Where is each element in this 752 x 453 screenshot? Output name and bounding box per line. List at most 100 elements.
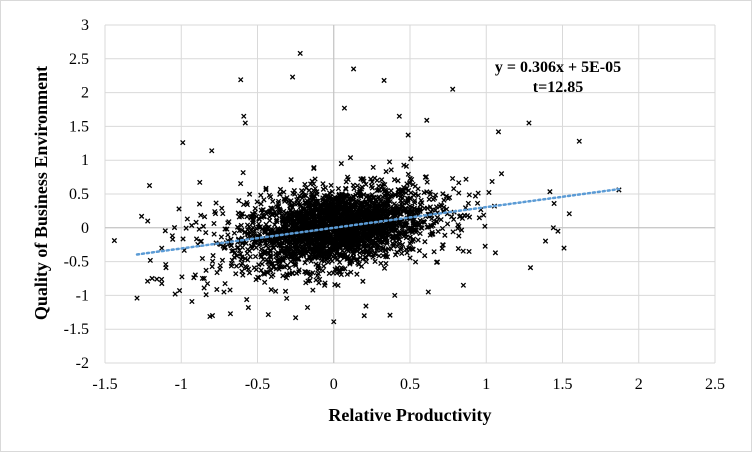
data-point bbox=[287, 245, 293, 252]
data-point bbox=[354, 236, 360, 242]
data-point bbox=[460, 282, 467, 288]
data-point bbox=[224, 226, 230, 232]
data-point bbox=[228, 260, 235, 267]
data-point bbox=[193, 219, 199, 225]
data-point bbox=[332, 282, 338, 288]
data-point bbox=[376, 214, 383, 221]
data-point bbox=[384, 226, 390, 232]
data-point bbox=[440, 242, 446, 248]
data-point bbox=[323, 214, 329, 220]
data-point bbox=[542, 238, 549, 244]
data-point bbox=[342, 185, 349, 192]
data-point bbox=[399, 250, 405, 257]
data-point bbox=[241, 113, 247, 119]
data-point bbox=[249, 211, 256, 217]
data-point bbox=[432, 195, 438, 201]
data-point bbox=[295, 256, 302, 262]
data-point bbox=[387, 204, 393, 211]
data-point bbox=[282, 288, 289, 294]
data-point bbox=[249, 220, 256, 226]
data-point bbox=[268, 255, 274, 261]
data-point bbox=[302, 181, 308, 188]
data-point bbox=[234, 253, 240, 259]
data-point bbox=[328, 221, 334, 228]
data-point bbox=[209, 148, 215, 154]
data-point bbox=[184, 216, 191, 222]
data-point bbox=[449, 214, 455, 220]
data-point bbox=[256, 275, 262, 281]
data-point bbox=[289, 209, 295, 216]
data-point bbox=[390, 235, 397, 242]
data-point bbox=[281, 248, 287, 254]
data-point bbox=[407, 228, 413, 234]
data-point bbox=[405, 171, 412, 177]
data-point bbox=[234, 224, 241, 230]
data-point bbox=[199, 255, 206, 262]
data-point bbox=[449, 175, 456, 182]
data-point bbox=[288, 177, 294, 183]
data-point bbox=[425, 289, 431, 295]
data-point bbox=[386, 159, 393, 165]
y-tick-label: 3 bbox=[81, 17, 89, 34]
data-point bbox=[254, 199, 260, 205]
data-point bbox=[222, 280, 228, 287]
data-point bbox=[396, 232, 403, 238]
data-point bbox=[138, 213, 145, 219]
data-point bbox=[352, 214, 358, 220]
data-point bbox=[282, 227, 288, 233]
data-point bbox=[244, 222, 251, 228]
data-point bbox=[307, 270, 313, 277]
data-point bbox=[176, 287, 183, 294]
data-point bbox=[320, 268, 326, 274]
data-point bbox=[561, 245, 567, 251]
data-point bbox=[346, 245, 352, 251]
data-point bbox=[243, 240, 249, 247]
data-point bbox=[351, 219, 358, 225]
data-point bbox=[424, 179, 430, 185]
data-point bbox=[361, 313, 367, 319]
x-axis-title: Relative Productivity bbox=[328, 405, 491, 425]
data-point bbox=[368, 213, 374, 220]
data-point bbox=[238, 256, 244, 262]
data-point bbox=[404, 200, 410, 206]
data-point bbox=[434, 259, 441, 265]
data-point bbox=[306, 232, 312, 239]
data-point bbox=[395, 210, 401, 217]
data-point bbox=[347, 198, 353, 205]
data-point bbox=[460, 248, 466, 254]
data-point bbox=[244, 296, 250, 303]
data-point bbox=[392, 252, 399, 258]
data-point bbox=[348, 269, 354, 275]
data-point bbox=[401, 228, 407, 235]
data-point bbox=[183, 225, 189, 231]
data-point bbox=[211, 231, 217, 237]
data-point bbox=[370, 164, 376, 171]
y-tick-label: 1 bbox=[81, 152, 89, 169]
data-point bbox=[363, 249, 369, 255]
data-point bbox=[385, 246, 392, 252]
data-point bbox=[245, 231, 251, 238]
data-point bbox=[296, 267, 302, 273]
data-point bbox=[222, 226, 228, 232]
data-point bbox=[407, 240, 413, 247]
data-point bbox=[472, 193, 479, 199]
data-point bbox=[392, 292, 398, 299]
data-point bbox=[566, 211, 572, 217]
data-point bbox=[350, 66, 357, 72]
data-point bbox=[271, 263, 277, 269]
data-point bbox=[435, 228, 441, 235]
y-tick-label: -1 bbox=[76, 287, 89, 304]
data-point bbox=[290, 247, 297, 254]
data-point bbox=[332, 237, 338, 243]
data-point bbox=[330, 204, 337, 210]
data-point bbox=[492, 250, 499, 256]
data-point bbox=[289, 74, 296, 80]
data-point bbox=[210, 252, 216, 259]
data-point bbox=[330, 217, 336, 223]
data-point bbox=[246, 191, 253, 197]
data-point bbox=[212, 208, 218, 215]
data-point bbox=[360, 238, 367, 244]
data-point bbox=[378, 203, 384, 209]
data-point bbox=[180, 139, 186, 146]
data-point bbox=[276, 266, 282, 272]
